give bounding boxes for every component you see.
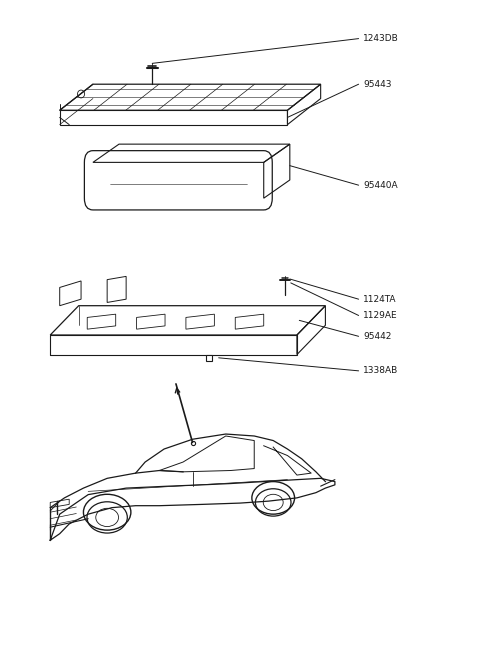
Text: 1124TA: 1124TA — [363, 295, 397, 304]
Text: 1338AB: 1338AB — [363, 367, 398, 375]
Text: 1243DB: 1243DB — [363, 34, 399, 43]
Text: 1129AE: 1129AE — [363, 311, 398, 320]
Text: 95443: 95443 — [363, 79, 392, 89]
Text: 95442: 95442 — [363, 332, 392, 341]
Text: 95440A: 95440A — [363, 181, 398, 190]
